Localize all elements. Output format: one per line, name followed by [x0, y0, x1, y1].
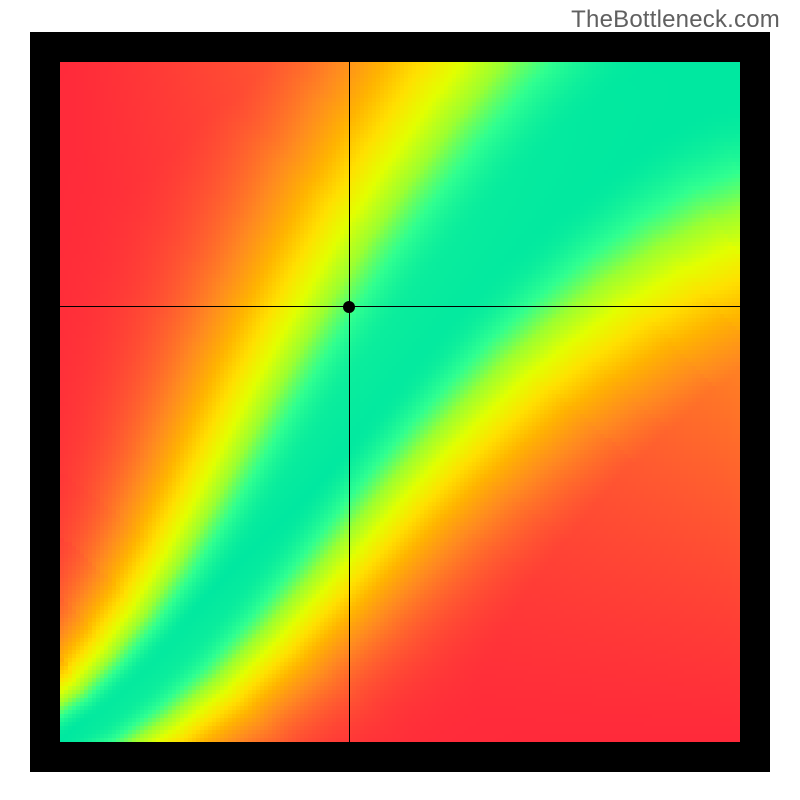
crosshair-point	[343, 301, 355, 313]
chart-container: TheBottleneck.com	[0, 0, 800, 800]
crosshair-horizontal	[60, 306, 740, 307]
heatmap-canvas	[60, 62, 740, 742]
crosshair-vertical	[349, 62, 350, 742]
watermark-text: TheBottleneck.com	[571, 6, 780, 34]
